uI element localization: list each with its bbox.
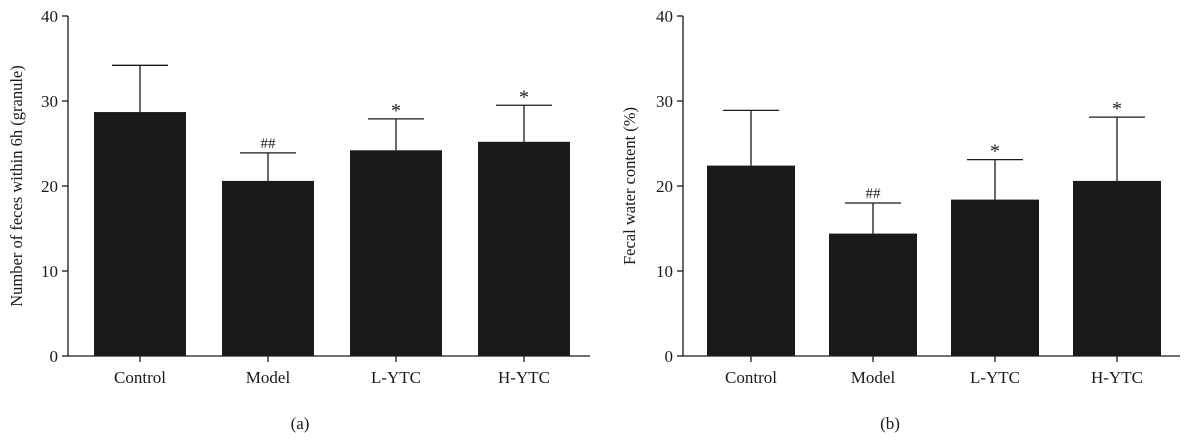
y-tick-label: 30 [656,92,673,111]
significance-label: * [990,141,1000,163]
y-tick-label: 30 [41,92,58,111]
panel-label: (a) [291,414,310,433]
panel-label: (b) [880,414,900,433]
bar [478,141,570,356]
bar [1073,180,1161,356]
y-tick-label: 40 [41,7,58,26]
significance-label: ## [866,186,882,202]
x-tick-label: Control [725,368,777,387]
y-tick-label: 10 [656,262,673,281]
x-tick-label: Model [851,368,896,387]
chart-panel-b: 0 10 20 30 40 Fecal water content (%) Control #… [620,7,1180,433]
x-tick-label: Model [246,368,291,387]
bar [222,180,314,356]
y-tick-label: 10 [41,262,58,281]
chart-panel-a: 0 10 20 30 40 Number of feces within 6h (gran… [7,7,590,433]
y-tick-label: 40 [656,7,673,26]
y-tick-label: 20 [656,177,673,196]
significance-label: ## [261,136,277,152]
bar [707,165,795,356]
bar [829,233,917,356]
x-tick-label: H-YTC [1091,368,1143,387]
x-tick-label: L-YTC [371,368,421,387]
x-tick-label: L-YTC [970,368,1020,387]
y-axis-title: Fecal water content (%) [620,107,639,265]
y-tick-label: 0 [50,347,59,366]
bar [350,150,442,356]
significance-label: * [1112,98,1122,120]
x-tick-label: H-YTC [498,368,550,387]
bar [951,199,1039,356]
significance-label: * [519,86,529,108]
y-tick-label: 0 [665,347,674,366]
bar [94,112,186,356]
x-tick-label: Control [114,368,166,387]
y-axis-title: Number of feces within 6h (granule) [7,65,26,306]
y-tick-label: 20 [41,177,58,196]
significance-label: * [391,100,401,122]
